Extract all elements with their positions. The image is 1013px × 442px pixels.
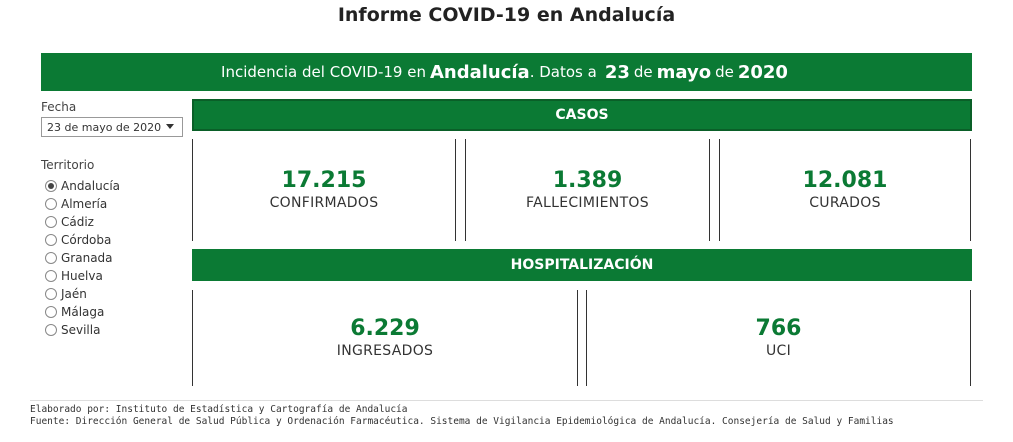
kpi-confirmados: 17.215 CONFIRMADOS <box>193 168 455 212</box>
territorio-option[interactable]: Málaga <box>45 303 120 321</box>
kpi-value: 12.081 <box>802 168 888 193</box>
divider <box>577 290 578 386</box>
territorio-option-label: Granada <box>61 251 113 265</box>
territorio-option-label: Cádiz <box>61 215 94 229</box>
divider <box>192 290 193 386</box>
radio-button[interactable] <box>45 306 57 318</box>
territorio-option[interactable]: Sevilla <box>45 321 120 339</box>
territorio-option[interactable]: Almería <box>45 195 120 213</box>
kpi-value: 1.389 <box>552 168 623 193</box>
territorio-radio-group: Andalucía Almería Cádiz Córdoba Granada Huelv… <box>45 177 120 339</box>
banner-de1: de <box>633 63 653 81</box>
territorio-option-label: Huelva <box>61 269 103 283</box>
fecha-dropdown[interactable]: 23 de mayo de 2020 <box>41 117 183 137</box>
fecha-value: 23 de mayo de 2020 <box>47 120 162 134</box>
divider <box>719 139 720 241</box>
banner-year: 2020 <box>737 61 788 83</box>
territorio-option-label: Jaén <box>61 287 87 301</box>
radio-button[interactable] <box>45 252 57 264</box>
banner-prefix: Incidencia del COVID-19 en <box>221 63 426 81</box>
radio-button[interactable] <box>45 324 57 336</box>
hospitalizacion-header: HOSPITALIZACIÓN <box>192 249 972 281</box>
territorio-option[interactable]: Andalucía <box>45 177 120 195</box>
territorio-option[interactable]: Granada <box>45 249 120 267</box>
territorio-option[interactable]: Córdoba <box>45 231 120 249</box>
territorio-option-label: Málaga <box>61 305 105 319</box>
footer-fuente: Fuente: Dirección General de Salud Públi… <box>30 416 894 427</box>
kpi-curados: 12.081 CURADOS <box>720 168 970 212</box>
radio-button[interactable] <box>45 288 57 300</box>
kpi-uci: 766 UCI <box>587 316 970 360</box>
footer-elaborado: Elaborado por: Instituto de Estadística … <box>30 404 408 415</box>
territorio-option-label: Sevilla <box>61 323 101 337</box>
kpi-value: 6.229 <box>350 316 420 341</box>
banner-datos: . Datos a <box>529 63 597 81</box>
territorio-option[interactable]: Jaén <box>45 285 120 303</box>
territorio-option-label: Córdoba <box>61 233 112 247</box>
divider <box>709 139 710 241</box>
kpi-label: FALLECIMIENTOS <box>526 195 649 211</box>
banner-day: 23 <box>604 61 630 83</box>
page-title: Informe COVID-19 en Andalucía <box>337 4 676 26</box>
banner-region: Andalucía <box>429 61 530 83</box>
kpi-value: 17.215 <box>281 168 367 193</box>
divider <box>455 139 456 241</box>
banner-month: mayo <box>656 61 712 83</box>
territorio-option[interactable]: Huelva <box>45 267 120 285</box>
radio-button[interactable] <box>45 234 57 246</box>
territorio-option-label: Almería <box>61 197 108 211</box>
incidence-banner: Incidencia del COVID-19 en Andalucía . D… <box>41 53 972 91</box>
divider <box>192 139 193 241</box>
casos-header: CASOS <box>192 99 972 131</box>
kpi-label: CURADOS <box>809 195 881 211</box>
footer-divider <box>30 400 983 401</box>
radio-button[interactable] <box>45 270 57 282</box>
kpi-fallecimientos: 1.389 FALLECIMIENTOS <box>466 168 709 212</box>
kpi-label: CONFIRMADOS <box>269 195 379 211</box>
kpi-label: UCI <box>765 343 792 359</box>
radio-button[interactable] <box>45 180 57 192</box>
kpi-ingresados: 6.229 INGRESADOS <box>193 316 577 360</box>
divider <box>970 290 971 386</box>
territorio-option[interactable]: Cádiz <box>45 213 120 231</box>
divider <box>465 139 466 241</box>
divider <box>970 139 971 241</box>
kpi-label: INGRESADOS <box>336 343 434 359</box>
banner-de2: de <box>715 63 734 81</box>
radio-button[interactable] <box>45 216 57 228</box>
territorio-option-label: Andalucía <box>61 179 121 193</box>
chevron-down-icon <box>166 124 174 129</box>
territorio-label: Territorio <box>41 158 95 172</box>
divider <box>586 290 587 386</box>
fecha-label: Fecha <box>41 100 77 114</box>
kpi-value: 766 <box>755 316 802 341</box>
radio-button[interactable] <box>45 198 57 210</box>
